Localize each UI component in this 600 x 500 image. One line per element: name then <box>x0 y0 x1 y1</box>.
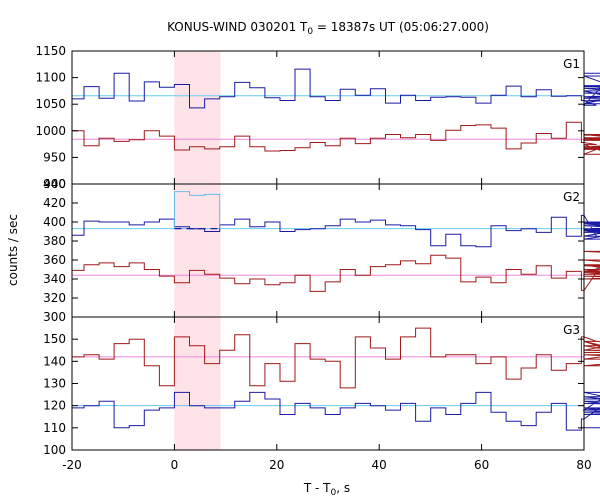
plot-area: 9009501000105011001150G13003203403603804… <box>35 44 600 472</box>
y-tick-label: 950 <box>43 150 66 164</box>
panel-frame <box>71 316 585 451</box>
y-tick-label: 420 <box>43 196 66 210</box>
panel-label: G3 <box>563 323 580 337</box>
chart-title-prefix: KONUS-WIND 030201 T <box>167 20 308 34</box>
y-tick-label: 400 <box>43 215 66 229</box>
x-axis-title-sub: 0 <box>331 488 337 498</box>
y-tick-label: 150 <box>43 332 66 346</box>
y-tick-label: 1050 <box>35 97 66 111</box>
series-red-g1 <box>72 121 600 155</box>
series-blue-g1 <box>72 68 600 109</box>
series-blue-g2 <box>72 214 600 248</box>
x-axis-title-suffix: , s <box>336 481 350 495</box>
y-tick-label: 300 <box>43 310 66 324</box>
panel-g3: 100 110 120 130 140 150 G3 <box>43 316 600 457</box>
chart-title-suffix: = 18387s UT (05:06:27.000) <box>313 20 489 34</box>
y-tick-label: 130 <box>43 377 66 391</box>
x-tick-label: 80 <box>576 458 591 472</box>
series-red-g2 <box>72 250 600 292</box>
x-tick-label: 60 <box>474 458 489 472</box>
series-red-g3 <box>72 327 600 389</box>
y-tick-label: 340 <box>43 272 66 286</box>
series-blue-g3 <box>72 391 600 431</box>
x-axis-title: T - T0, s <box>303 481 350 498</box>
y-tick-label: 110 <box>43 421 66 435</box>
shaded-interval <box>174 51 221 450</box>
chart-title-sub: 0 <box>307 27 313 37</box>
y-tick-label: 320 <box>43 291 66 305</box>
x-tick-label: 0 <box>171 458 179 472</box>
y-tick-label: 380 <box>43 234 66 248</box>
y-tick-label: 1000 <box>35 124 66 138</box>
y-tick-label: 120 <box>43 399 66 413</box>
y-tick-label: 100 <box>43 443 66 457</box>
y-axis-title: counts / sec <box>6 214 20 286</box>
x-tick-label: 40 <box>372 458 387 472</box>
panel-g1: 900 950 1000 1050 1100 1150 G1 <box>35 44 600 191</box>
y-tick-label: 360 <box>43 253 66 267</box>
panel-frame <box>71 183 585 318</box>
source-bins-highlight <box>173 191 221 229</box>
panel-label: G1 <box>563 57 580 71</box>
x-tick-label: -20 <box>62 458 82 472</box>
y-tick-label: 900 <box>43 177 66 191</box>
panel-frame <box>71 50 585 185</box>
panel-g2: 300 320 340 360 380 400 420 440 G2 <box>43 177 600 324</box>
y-tick-label: 1150 <box>35 44 66 58</box>
panel-label: G2 <box>563 190 580 204</box>
x-tick-label: 20 <box>269 458 284 472</box>
chart-title: KONUS-WIND 030201 T0 = 18387s UT (05:06:… <box>167 20 489 37</box>
x-axis-title-prefix: T - T <box>303 481 331 495</box>
y-tick-label: 440 <box>43 177 66 191</box>
y-tick-label: 1100 <box>35 71 66 85</box>
y-tick-label: 140 <box>43 354 66 368</box>
